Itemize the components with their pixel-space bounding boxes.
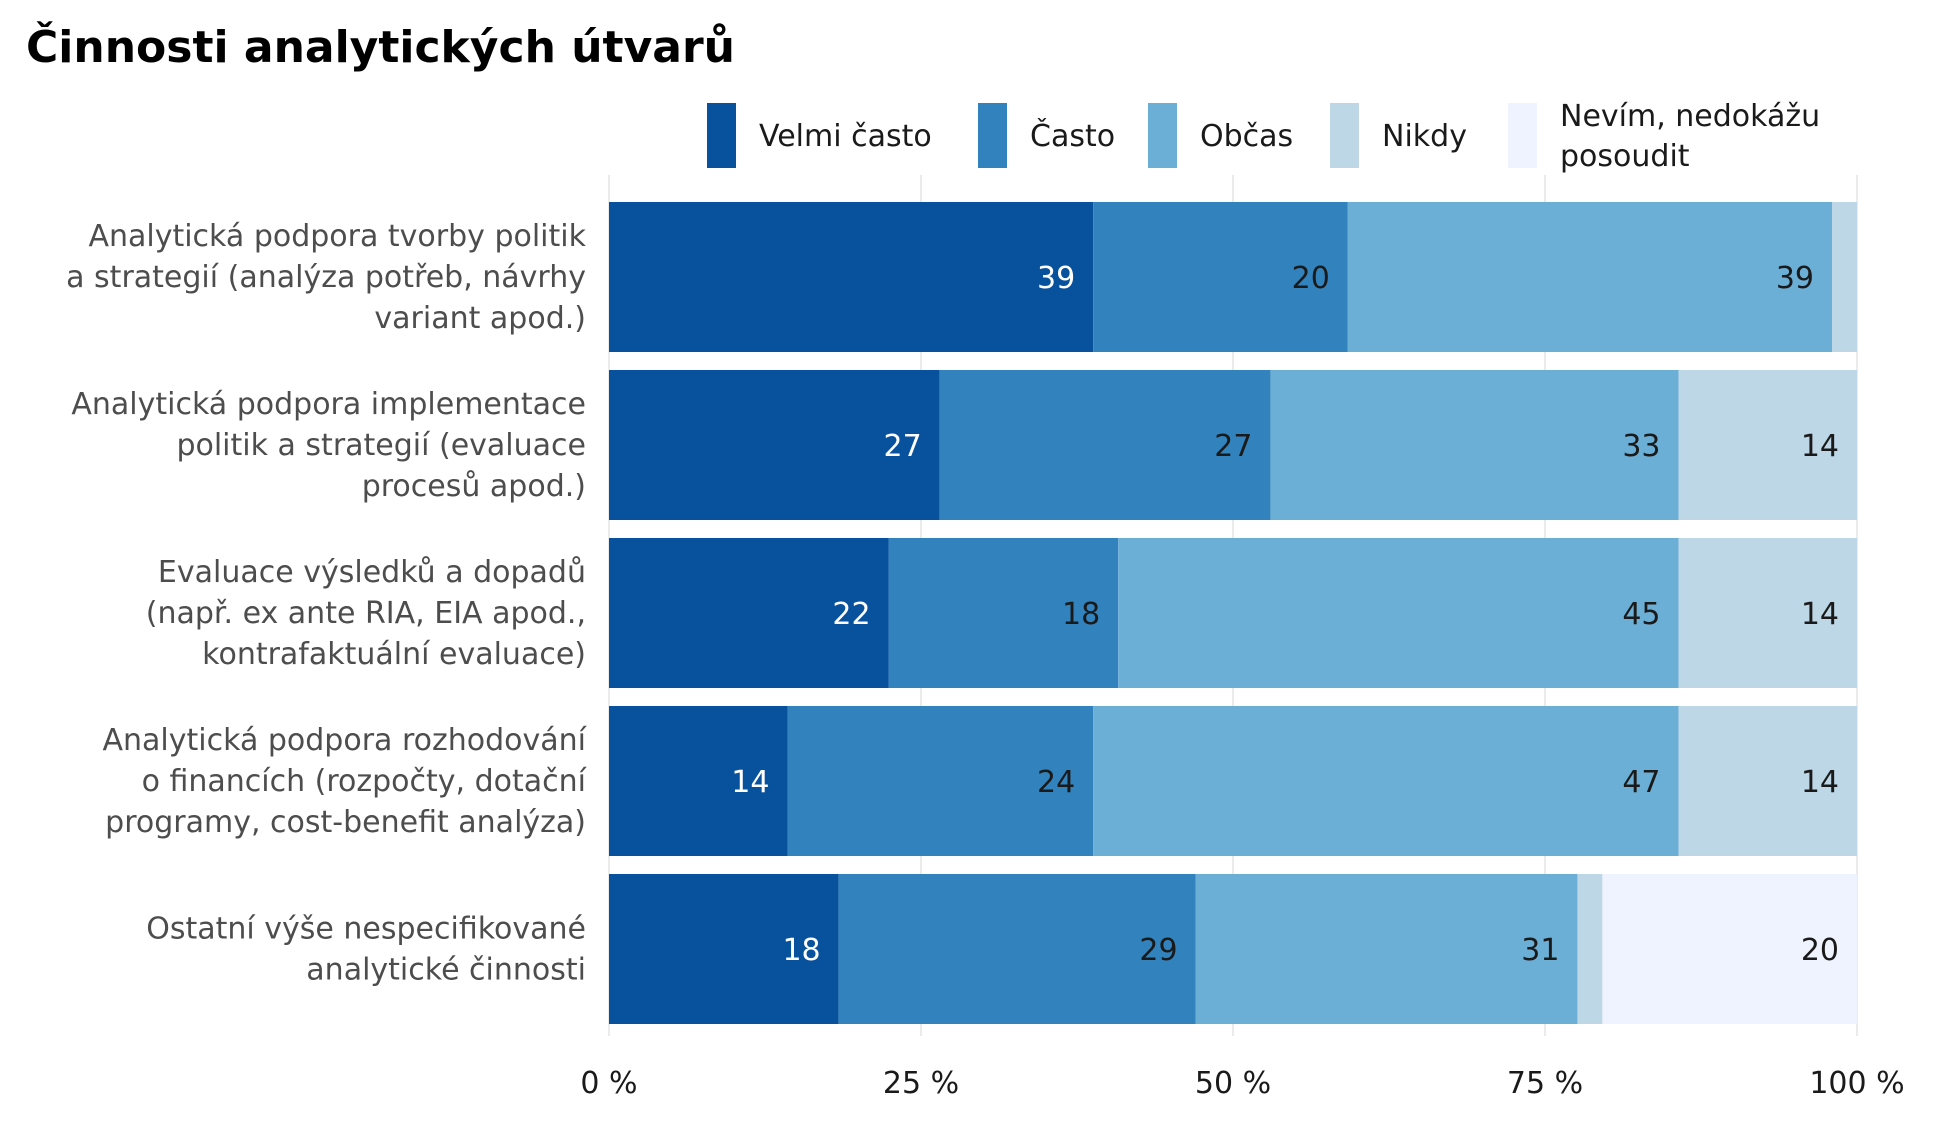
data-label-cat3-series2: 47	[1622, 765, 1660, 800]
legend-swatch-2	[1148, 103, 1177, 168]
category-labels: Analytická podpora tvorby politik a strat…	[66, 219, 588, 988]
bar-cat3-series3	[1678, 706, 1857, 856]
bar-cat4-series1	[838, 874, 1196, 1024]
data-label-cat1-series1: 27	[1214, 429, 1252, 464]
data-label-cat2-series1: 18	[1062, 597, 1100, 632]
x-tick-label-0: 0 %	[580, 1066, 637, 1101]
legend-label-1: Často	[1030, 117, 1115, 154]
bar-cat2-series0	[609, 538, 889, 688]
bar-cat1-series2	[1270, 370, 1679, 520]
data-label-cat1-series0: 27	[884, 429, 922, 464]
legend-item-1: Často	[978, 103, 1115, 168]
bar-cat1-series1	[939, 370, 1271, 520]
bar-cat2-series3	[1678, 538, 1857, 688]
data-label-cat4-series2: 31	[1521, 933, 1559, 968]
data-label-cat0-series0: 39	[1037, 261, 1075, 296]
legend-label-4: Nevím, nedokážu posoudit	[1560, 99, 1820, 174]
data-label-cat1-series2: 33	[1622, 429, 1660, 464]
category-label-0: Analytická podpora tvorby politik a strat…	[66, 219, 586, 336]
chart-title: Činnosti analytických útvarů	[26, 20, 735, 73]
data-label-cat2-series0: 22	[832, 597, 870, 632]
bar-cat4-series3	[1577, 874, 1603, 1024]
data-label-cat2-series2: 45	[1622, 597, 1660, 632]
legend-label-2: Občas	[1200, 119, 1293, 154]
bar-cat3-series2	[1093, 706, 1679, 856]
legend-item-0: Velmi často	[707, 103, 932, 168]
bar-cat3-series1	[787, 706, 1094, 856]
data-label-cat1-series3: 14	[1801, 429, 1839, 464]
category-label-1: Analytická podpora implementace politik a…	[71, 387, 586, 504]
x-tick-label-2: 50 %	[1195, 1066, 1271, 1101]
bar-cat0-series1	[1093, 202, 1348, 352]
data-label-cat4-series1: 29	[1139, 933, 1177, 968]
bar-cat1-series0	[609, 370, 940, 520]
legend-swatch-1	[978, 103, 1007, 168]
category-label-2: Evaluace výsledků a dopadů (např. ex ante…	[146, 555, 586, 672]
category-label-3: Analytická podpora rozhodování o financíc…	[103, 723, 588, 840]
bar-cat0-series2	[1347, 202, 1833, 352]
bar-cat3-series0	[609, 706, 788, 856]
data-label-cat2-series3: 14	[1801, 597, 1839, 632]
bar-cat1-series3	[1678, 370, 1857, 520]
legend-item-2: Občas	[1148, 103, 1293, 168]
legend-label-3: Nikdy	[1382, 119, 1467, 154]
legend: Velmi často Často Občas Nikdy Nevím, nedokáž…	[707, 99, 1820, 174]
bars: 39 20 39 27 27 33 14 22 18 45 14 14 24 47 14 18 29 31 20	[609, 202, 1857, 1024]
legend-swatch-0	[707, 103, 736, 168]
bar-cat0-series3	[1832, 202, 1857, 352]
legend-label-0: Velmi často	[759, 119, 932, 154]
bar-cat4-series2	[1195, 874, 1578, 1024]
x-axis-tick-labels: 0 % 25 % 50 % 75 % 100 %	[580, 1066, 1904, 1101]
bar-cat0-series0	[609, 202, 1094, 352]
data-label-cat0-series2: 39	[1776, 261, 1814, 296]
legend-swatch-4	[1508, 103, 1537, 168]
bar-cat2-series2	[1118, 538, 1679, 688]
x-tick-label-3: 75 %	[1507, 1066, 1583, 1101]
data-label-cat0-series1: 20	[1292, 261, 1330, 296]
data-label-cat4-series0: 18	[782, 933, 820, 968]
legend-item-4: Nevím, nedokážu posoudit	[1508, 99, 1820, 174]
data-label-cat3-series1: 24	[1037, 765, 1075, 800]
category-label-4: Ostatní výše nespecifikované analytické č…	[146, 912, 586, 988]
data-label-cat3-series3: 14	[1801, 765, 1839, 800]
bar-cat2-series1	[888, 538, 1119, 688]
bar-cat4-series4	[1602, 874, 1857, 1024]
legend-swatch-3	[1330, 103, 1359, 168]
legend-item-3: Nikdy	[1330, 103, 1467, 168]
x-tick-label-1: 25 %	[883, 1066, 959, 1101]
data-label-cat3-series0: 14	[731, 765, 769, 800]
bar-cat4-series0	[609, 874, 839, 1024]
data-label-cat4-series4: 20	[1801, 933, 1839, 968]
x-tick-label-4: 100 %	[1809, 1066, 1904, 1101]
